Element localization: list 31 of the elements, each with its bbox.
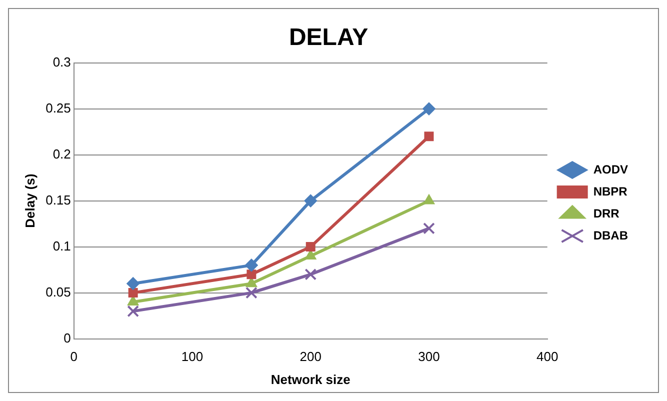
- point: [304, 268, 317, 280]
- y-tick-label: 0.25: [46, 100, 71, 116]
- y-tick-label: 0.05: [46, 284, 71, 300]
- legend-label: AODV: [593, 162, 628, 176]
- y-tick-label: 0.1: [52, 238, 71, 254]
- legend-label: DRR: [593, 206, 620, 220]
- y-tick-label: 0.2: [52, 146, 71, 162]
- point: [306, 242, 316, 252]
- chart-title: DELAY: [288, 24, 368, 52]
- y-tick-label: 0.3: [52, 54, 71, 70]
- point: [128, 288, 138, 298]
- point: [244, 258, 258, 272]
- point: [246, 270, 256, 280]
- point: [422, 102, 436, 116]
- point: [423, 194, 435, 204]
- y-tick-label: 0: [64, 330, 71, 346]
- legend-label: NBPR: [593, 184, 628, 198]
- point: [423, 222, 435, 234]
- x-tick-label: 300: [418, 349, 440, 364]
- point: [424, 132, 434, 142]
- x-tick-label: 200: [300, 349, 322, 364]
- y-axis-title: Delay (s): [22, 174, 38, 228]
- point: [245, 286, 258, 299]
- x-tick-label: 100: [181, 349, 204, 364]
- x-tick-label: 400: [536, 349, 558, 364]
- y-tick-label: 0.15: [46, 192, 71, 208]
- point: [304, 194, 318, 208]
- point: [126, 277, 140, 290]
- x-axis-title: Network size: [270, 372, 350, 387]
- point: [127, 305, 140, 318]
- legend-label: DBAB: [593, 228, 628, 242]
